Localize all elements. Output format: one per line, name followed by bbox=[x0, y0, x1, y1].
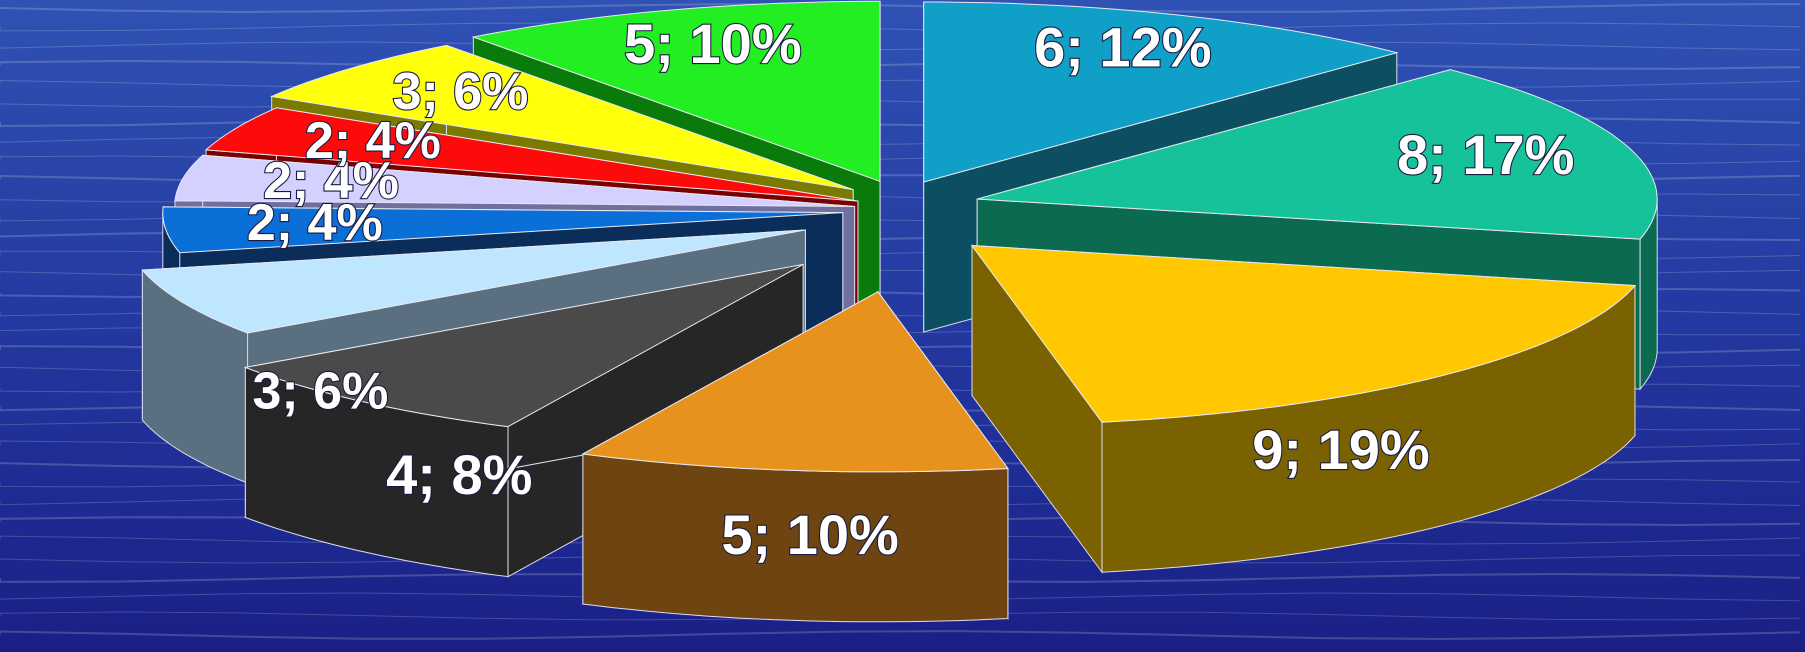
slice-top bbox=[204, 107, 859, 202]
pie-labels: 6; 12%8; 17%9; 19%5; 10%4; 8%3; 6%2; 4%2… bbox=[246, 11, 1576, 567]
slice-top bbox=[141, 229, 806, 334]
slice-top bbox=[471, 0, 881, 182]
wave-line bbox=[0, 3, 1801, 14]
slice-label: 6; 12% bbox=[1034, 16, 1211, 79]
wave-line bbox=[0, 630, 1801, 641]
slice-label: 2; 4% bbox=[263, 152, 399, 210]
slice-top bbox=[174, 154, 855, 207]
slice-label: 3; 6% bbox=[393, 63, 529, 121]
slice-top bbox=[162, 206, 843, 254]
slice-top bbox=[269, 44, 854, 191]
slice-top bbox=[977, 69, 1658, 240]
slice-label: 4; 8% bbox=[386, 443, 532, 506]
slice-top bbox=[970, 244, 1637, 423]
pie-slice bbox=[581, 290, 1009, 623]
slice-label: 3; 6% bbox=[252, 363, 388, 421]
slice-label: 8; 17% bbox=[1397, 123, 1574, 186]
slice-label: 9; 19% bbox=[1252, 418, 1429, 481]
slice-label: 2; 4% bbox=[305, 112, 441, 170]
pie-slice bbox=[970, 244, 1637, 574]
slice-label: 5; 10% bbox=[624, 12, 801, 75]
slice-top bbox=[923, 1, 1399, 183]
slice-top bbox=[581, 291, 1009, 473]
slice-label: 2; 4% bbox=[247, 194, 383, 252]
slice-label: 5; 10% bbox=[721, 503, 898, 566]
pie-slices bbox=[141, 0, 1658, 623]
slice-top bbox=[243, 263, 804, 428]
